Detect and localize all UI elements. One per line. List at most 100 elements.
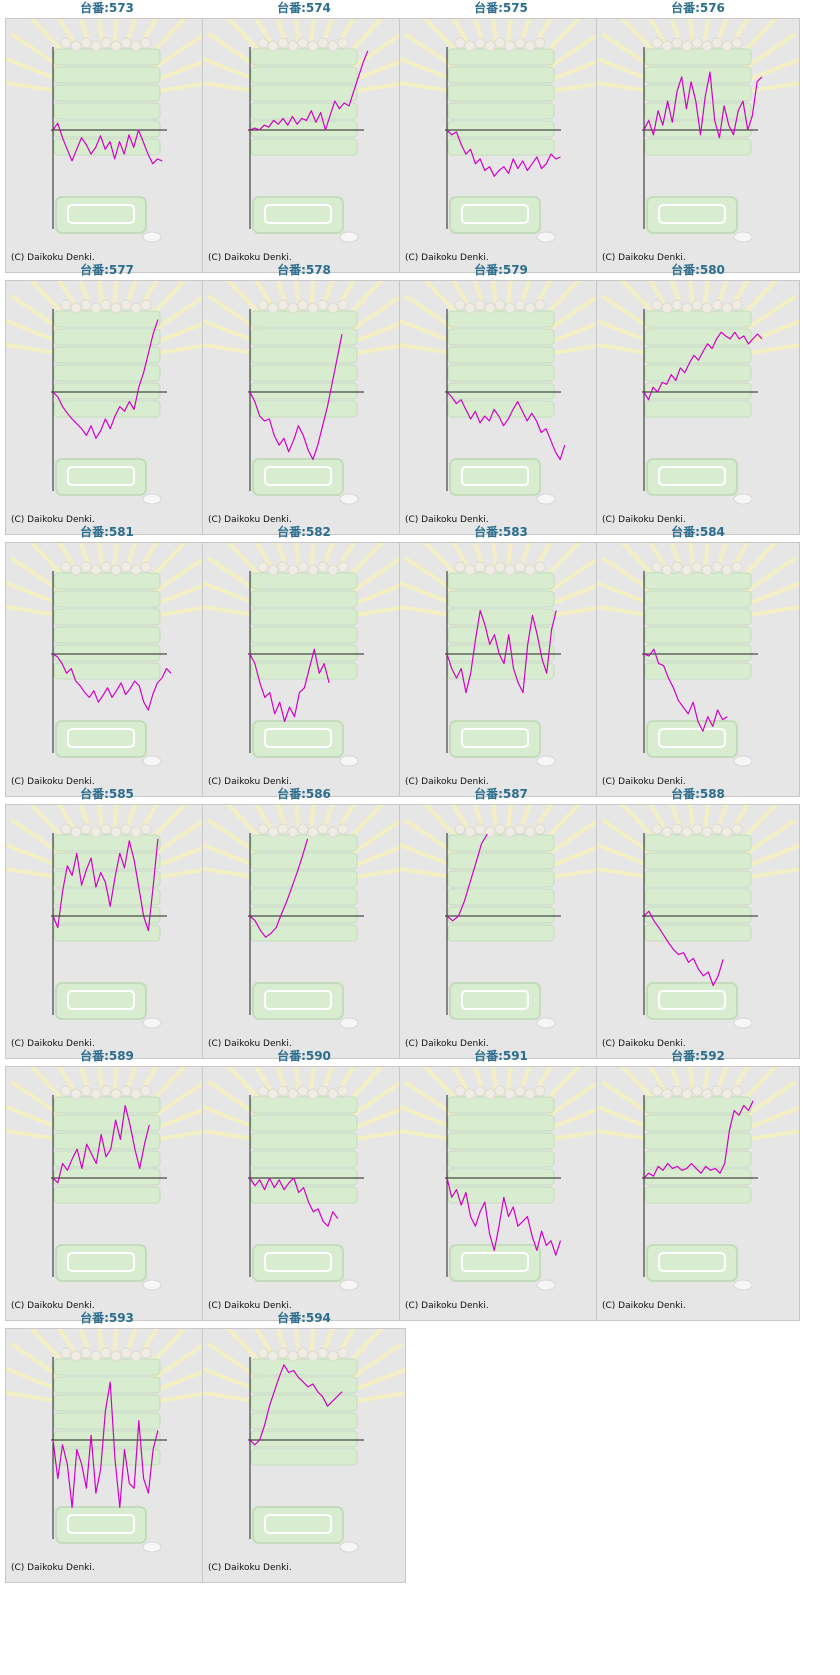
machine-number-title[interactable]: 台番:585: [80, 787, 134, 801]
machine-number-title[interactable]: 台番:586: [277, 787, 331, 801]
ball-shape: [307, 40, 319, 52]
copyright-text: (C) Daikoku Denki.: [208, 1039, 292, 1049]
machine-number-title[interactable]: 台番:578: [277, 263, 331, 277]
chart-frame: (C) Daikoku Denki.: [202, 280, 406, 535]
machine-number-title[interactable]: 台番:577: [80, 263, 134, 277]
tray-shape: [644, 572, 752, 590]
tray-shape: [644, 590, 752, 608]
ball-shape: [337, 1085, 349, 1097]
ball-shape: [297, 299, 309, 311]
ball-shape: [287, 1088, 299, 1100]
machine-number-title[interactable]: 台番:574: [277, 1, 331, 15]
copyright-text: (C) Daikoku Denki.: [208, 515, 292, 525]
sun-ray: [203, 56, 259, 82]
ball-shape: [257, 823, 269, 835]
machine-number-title[interactable]: 台番:594: [277, 1311, 331, 1325]
tray-shape: [644, 1132, 752, 1150]
tray-shape: [447, 1150, 555, 1168]
ball-shape: [711, 561, 723, 573]
ball-shape: [80, 1347, 92, 1359]
sun-ray: [597, 604, 650, 617]
tray-shape: [53, 364, 161, 382]
ball-shape: [711, 823, 723, 835]
tray-shape: [447, 906, 555, 924]
background-illustration: [6, 805, 208, 1029]
tray-shape: [447, 400, 555, 418]
ball-shape: [721, 40, 733, 52]
machine-number-title[interactable]: 台番:573: [80, 1, 134, 15]
machine-number-title[interactable]: 台番:589: [80, 1049, 134, 1063]
bottom-tray-inner: [264, 204, 332, 224]
sun-ray: [597, 80, 650, 93]
machine-number-title[interactable]: 台番:575: [474, 1, 528, 15]
ball-shape: [70, 826, 82, 838]
ball-shape: [80, 561, 92, 573]
coin-icon: [733, 493, 753, 505]
sun-ray: [748, 343, 799, 355]
ball-shape: [140, 299, 152, 311]
machine-number-title[interactable]: 台番:588: [671, 787, 725, 801]
machine-number-title[interactable]: 台番:576: [671, 1, 725, 15]
machine-number-title[interactable]: 台番:579: [474, 263, 528, 277]
copyright-text: (C) Daikoku Denki.: [602, 253, 686, 263]
tray-shape: [250, 120, 358, 138]
ball-shape: [257, 37, 269, 49]
machine-chart-card: 台番:590 (C) Daikoku Denki.: [199, 1048, 409, 1327]
sun-ray: [748, 867, 799, 879]
ball-shape: [297, 37, 309, 49]
tray-shape: [644, 608, 752, 626]
machine-number-title[interactable]: 台番:584: [671, 525, 725, 539]
tray-shape: [644, 382, 752, 400]
sun-ray: [745, 843, 799, 868]
machine-number-title[interactable]: 台番:587: [474, 787, 528, 801]
tray-shape: [250, 346, 358, 364]
background-illustration: [597, 1067, 799, 1291]
tray-shape: [644, 400, 752, 418]
coin-icon: [339, 755, 359, 767]
bottom-tray-shape: [646, 458, 738, 496]
machine-chart-card: 台番:593 (C) Daikoku Denki.: [2, 1310, 212, 1589]
ball-shape: [140, 1347, 152, 1359]
ball-shape: [100, 823, 112, 835]
machine-chart-card: 台番:575 (C) Daikoku Denki.: [396, 0, 606, 279]
sun-ray: [597, 56, 653, 82]
chart-frame: (C) Daikoku Denki.: [5, 18, 209, 273]
tray-shape: [250, 1394, 358, 1412]
ball-shape: [267, 302, 279, 314]
bottom-tray-inner: [264, 1252, 332, 1272]
ball-shape: [307, 826, 319, 838]
machine-number-title[interactable]: 台番:591: [474, 1049, 528, 1063]
machine-number-title[interactable]: 台番:583: [474, 525, 528, 539]
series-line: [249, 333, 343, 461]
machine-number-title[interactable]: 台番:592: [671, 1049, 725, 1063]
tray-shape: [53, 590, 161, 608]
sun-ray: [597, 1128, 650, 1141]
tray-shape: [53, 1186, 161, 1204]
chart-frame: (C) Daikoku Denki.: [399, 18, 603, 273]
ball-shape: [464, 826, 476, 838]
coin-icon: [733, 1279, 753, 1291]
ball-shape: [130, 1350, 142, 1362]
machine-number-title[interactable]: 台番:582: [277, 525, 331, 539]
tray-shape: [250, 48, 358, 66]
tray-shape: [250, 662, 358, 680]
background-illustration: [203, 19, 405, 243]
ball-shape: [267, 40, 279, 52]
bottom-tray-shape: [55, 196, 147, 234]
machine-number-title[interactable]: 台番:581: [80, 525, 134, 539]
bottom-tray-inner: [67, 1252, 135, 1272]
machine-chart-card: 台番:573 (C) Daikoku Denki.: [2, 0, 212, 279]
sun-ray: [97, 19, 105, 50]
machine-chart-card: 台番:594 (C) Daikoku Denki.: [199, 1310, 409, 1589]
machine-number-title[interactable]: 台番:590: [277, 1049, 331, 1063]
series-line: [446, 609, 557, 694]
machine-number-title[interactable]: 台番:593: [80, 1311, 134, 1325]
machine-number-title[interactable]: 台番:580: [671, 263, 725, 277]
sun-ray: [97, 281, 105, 312]
sun-ray: [354, 1129, 405, 1141]
background-illustration: [597, 543, 799, 767]
ball-shape: [337, 823, 349, 835]
sun-ray: [551, 867, 602, 879]
machine-chart-card: 台番:582 (C) Daikoku Denki.: [199, 524, 409, 803]
ball-shape: [534, 37, 546, 49]
